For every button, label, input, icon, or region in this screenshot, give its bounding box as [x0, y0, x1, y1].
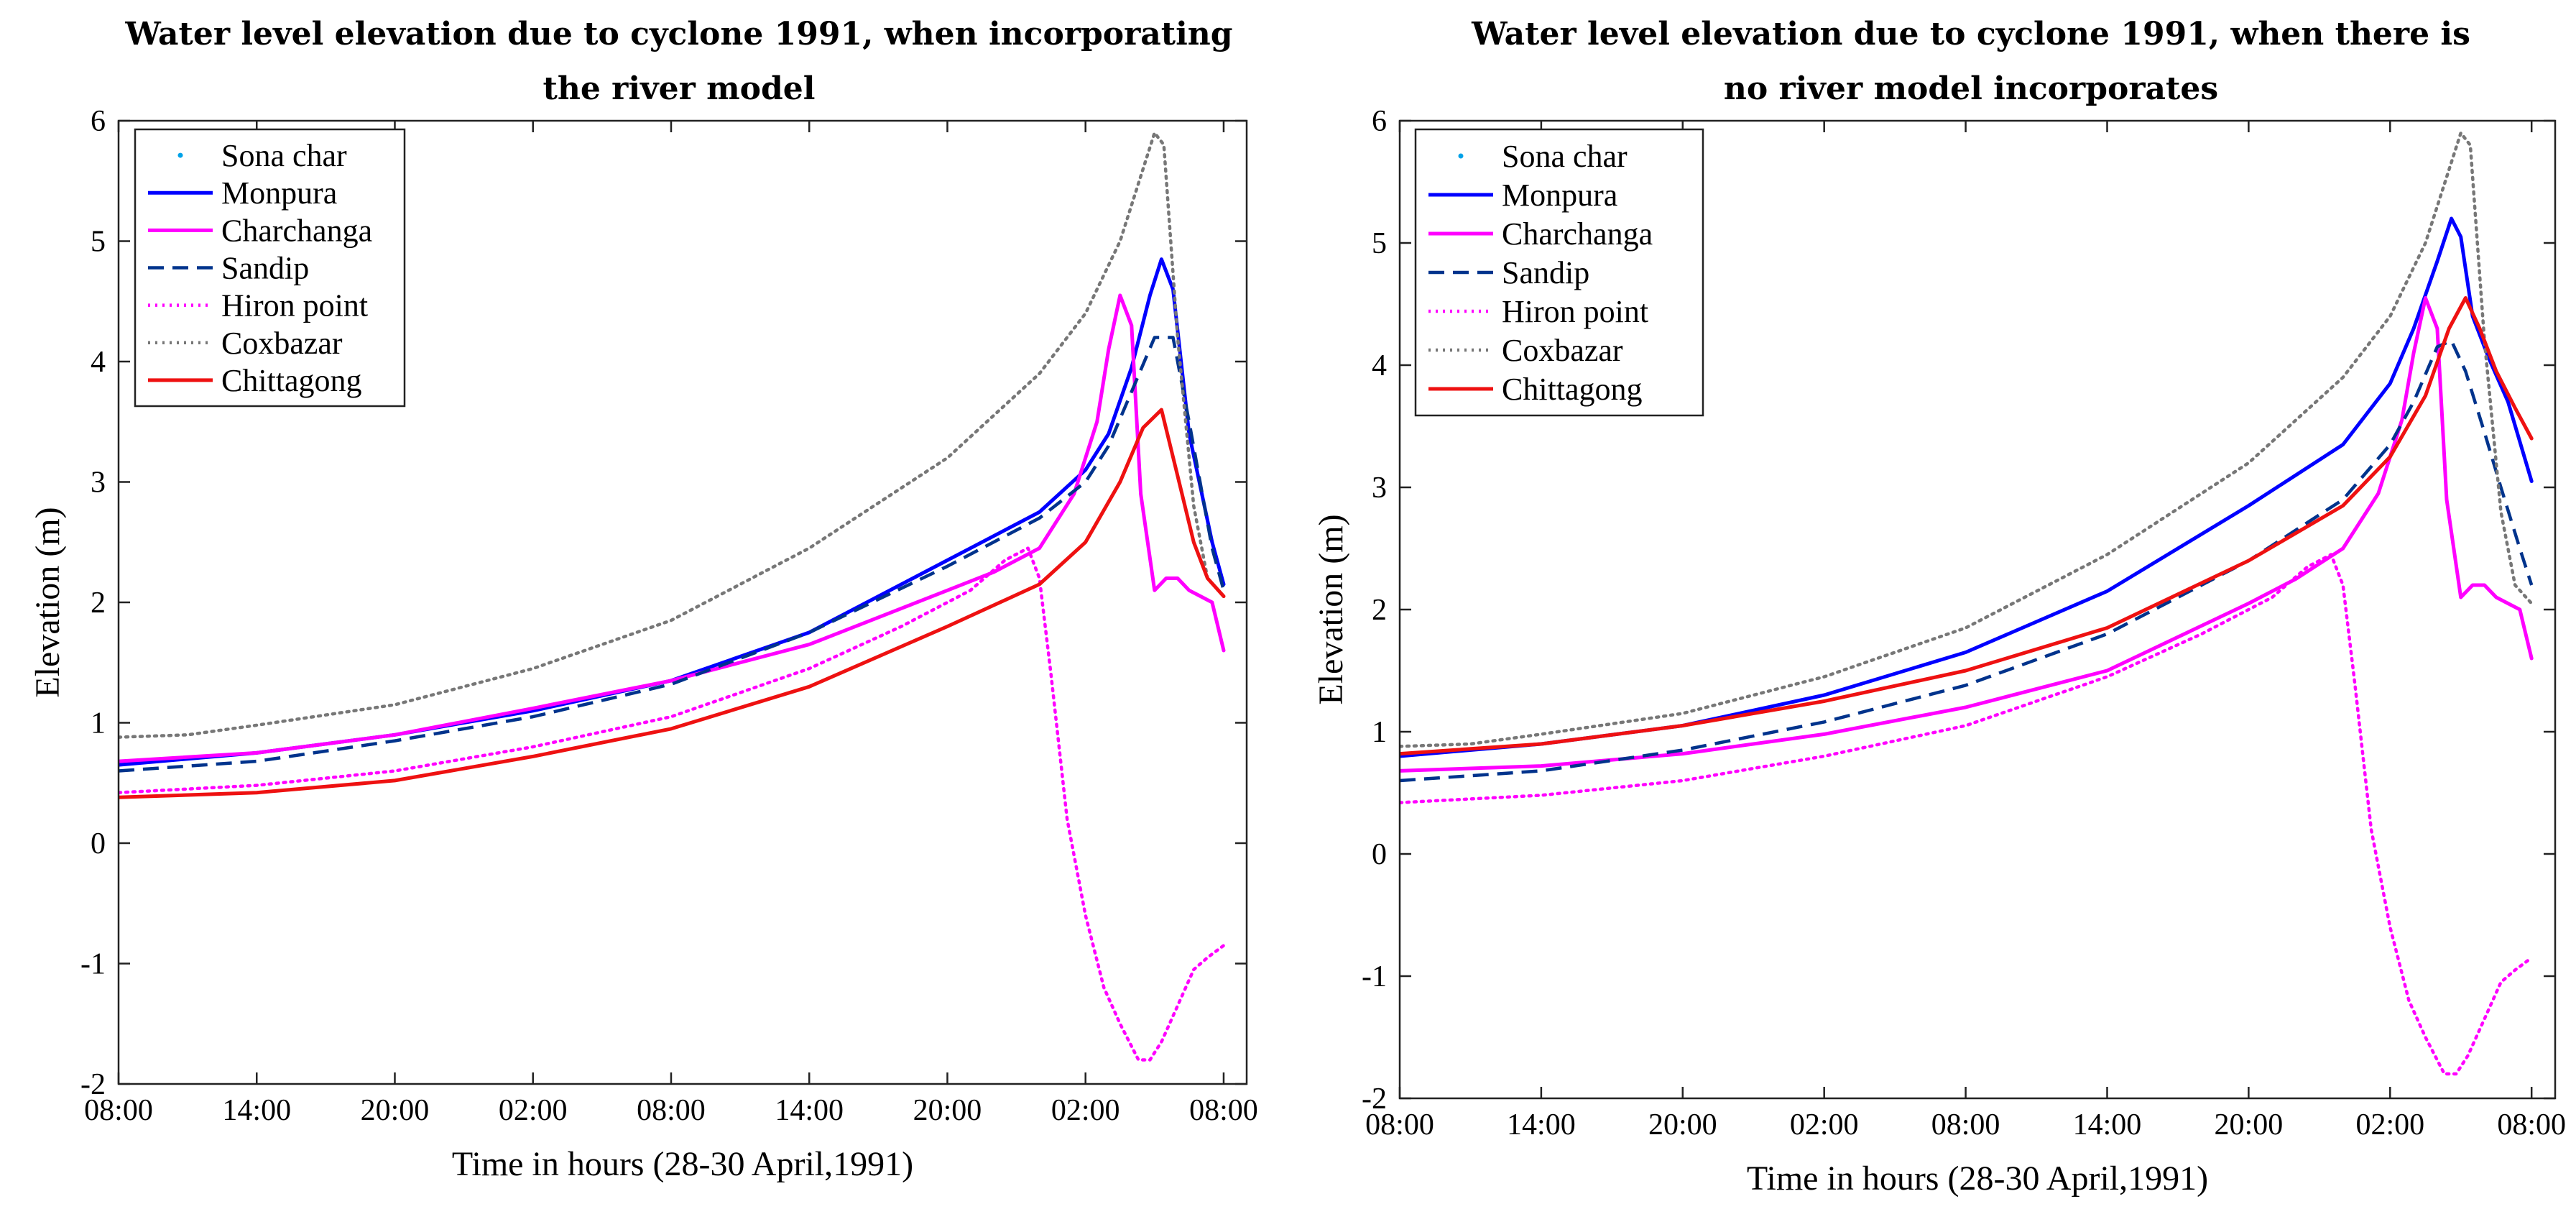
- y-tick-label: 1: [1372, 716, 1387, 749]
- legend-item-sona-char: Sona char: [1458, 139, 1628, 174]
- y-axis-label: Elevation (m): [1312, 514, 1350, 704]
- y-tick-label: -1: [1362, 960, 1387, 993]
- series-line-charchanga: [1400, 296, 2534, 773]
- legend-label: Monpura: [221, 175, 337, 211]
- x-tick-label: 20:00: [1648, 1108, 1717, 1141]
- x-tick-label: 14:00: [2073, 1108, 2142, 1141]
- x-tick-label: 20:00: [913, 1094, 982, 1127]
- legend-label: Coxbazar: [1502, 333, 1623, 368]
- series-line-chittagong: [1400, 296, 2534, 756]
- y-tick-label: 3: [91, 467, 106, 500]
- legend-item-chittagong: Chittagong: [1428, 372, 1643, 407]
- x-tick-label: 08:00: [1365, 1108, 1434, 1141]
- chart-title-line: no river model incorporates: [1724, 70, 2218, 107]
- legend-label: Sandip: [1502, 255, 1589, 290]
- series-line-coxbazar: [119, 131, 1226, 739]
- legend-item-coxbazar: Coxbazar: [148, 326, 343, 361]
- legend-label: Sona char: [221, 138, 347, 173]
- x-tick-label: 14:00: [1507, 1108, 1576, 1141]
- legend-label: Charchanga: [221, 213, 372, 248]
- series-line-sandip: [1400, 339, 2534, 783]
- x-axis-label: Time in hours (28-30 April,1991): [1747, 1159, 2208, 1198]
- series-line-sandip: [119, 336, 1226, 773]
- legend-swatch: [177, 152, 183, 158]
- x-tick-label: 08:00: [1931, 1108, 2000, 1141]
- y-tick-label: 6: [1372, 105, 1387, 138]
- y-tick-label: 4: [91, 346, 106, 379]
- y-tick-label: 6: [91, 105, 106, 138]
- series-line-hiron-point: [1400, 553, 2534, 1076]
- legend-item-sandip: Sandip: [148, 251, 309, 286]
- x-tick-label: 20:00: [2215, 1108, 2284, 1141]
- x-tick-label: 20:00: [361, 1094, 430, 1127]
- legend-label: Chittagong: [1502, 372, 1643, 407]
- legend-label: Hiron point: [1502, 294, 1648, 329]
- y-tick-label: 1: [91, 707, 106, 740]
- y-tick-label: 5: [1372, 227, 1387, 260]
- y-tick-label: 4: [1372, 349, 1387, 382]
- legend-label: Charchanga: [1502, 216, 1653, 252]
- series-line-monpura: [1400, 216, 2534, 758]
- x-axis-label: Time in hours (28-30 April,1991): [452, 1145, 913, 1183]
- y-axis-label: Elevation (m): [29, 507, 67, 697]
- y-tick-label: 2: [1372, 594, 1387, 627]
- series-group: [1400, 131, 2534, 1076]
- y-tick-label: 3: [1372, 472, 1387, 505]
- legend-item-monpura: Monpura: [148, 175, 337, 211]
- series-line-chittagong: [119, 408, 1226, 799]
- series-line-hiron-point: [119, 546, 1226, 1062]
- y-tick-label: 0: [1372, 838, 1387, 871]
- y-tick-label: 5: [91, 226, 106, 259]
- x-tick-label: 08:00: [84, 1094, 153, 1127]
- legend-label: Hiron point: [221, 288, 368, 323]
- legend-item-hiron-point: Hiron point: [148, 288, 368, 323]
- series-line-charchanga: [119, 293, 1226, 763]
- x-tick-label: 14:00: [775, 1094, 844, 1127]
- series-line-coxbazar: [1400, 131, 2534, 748]
- x-tick-label: 08:00: [637, 1094, 706, 1127]
- y-tick-label: -2: [80, 1068, 106, 1101]
- y-tick-label: 2: [91, 587, 106, 620]
- x-tick-label: 02:00: [2355, 1108, 2424, 1141]
- x-tick-label: 02:00: [1051, 1094, 1120, 1127]
- chart-title-line: Water level elevation due to cyclone 199…: [1471, 16, 2470, 52]
- x-tick-label: 08:00: [1189, 1094, 1258, 1127]
- y-tick-label: -2: [1362, 1083, 1387, 1116]
- chart-panel-2: Water level elevation due to cyclone 199…: [1312, 16, 2566, 1198]
- legend-label: Sandip: [221, 251, 309, 286]
- legend-item-coxbazar: Coxbazar: [1428, 333, 1623, 368]
- chart-title-line: the river model: [543, 70, 816, 107]
- x-tick-label: 08:00: [2497, 1108, 2566, 1141]
- legend-label: Coxbazar: [221, 326, 343, 361]
- x-tick-label: 02:00: [1790, 1108, 1859, 1141]
- legend-item-charchanga: Charchanga: [1428, 216, 1653, 252]
- x-tick-label: 14:00: [222, 1094, 291, 1127]
- legend-label: Chittagong: [221, 363, 362, 398]
- legend-item-sandip: Sandip: [1428, 255, 1589, 290]
- legend-item-sona-char: Sona char: [177, 138, 347, 173]
- x-tick-label: 02:00: [499, 1094, 568, 1127]
- legend-swatch: [1458, 153, 1464, 159]
- y-tick-label: -1: [80, 948, 106, 981]
- chart-panel-1: Water level elevation due to cyclone 199…: [29, 16, 1258, 1183]
- legend-item-hiron-point: Hiron point: [1428, 294, 1648, 329]
- legend-item-monpura: Monpura: [1428, 178, 1617, 213]
- legend-label: Sona char: [1502, 139, 1628, 174]
- legend-item-charchanga: Charchanga: [148, 213, 372, 248]
- legend-item-chittagong: Chittagong: [148, 363, 362, 398]
- legend-label: Monpura: [1502, 178, 1617, 213]
- series-group: [119, 131, 1226, 1062]
- y-tick-label: 0: [91, 827, 106, 860]
- charts-root: Water level elevation due to cyclone 199…: [29, 16, 2566, 1198]
- chart-title-line: Water level elevation due to cyclone 199…: [124, 16, 1232, 52]
